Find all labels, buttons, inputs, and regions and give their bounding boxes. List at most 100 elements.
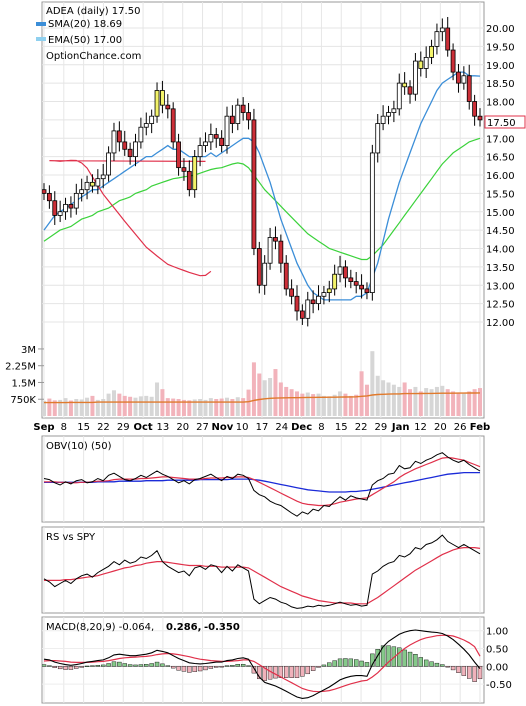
candle-body <box>461 75 467 84</box>
volume-bar <box>472 389 477 416</box>
obv-title: OBV(10) (50) <box>46 441 112 452</box>
volume-bar <box>445 389 450 416</box>
macd-hist-bar <box>300 666 305 677</box>
price-xtick-label: 27 <box>196 422 209 433</box>
candle-body <box>235 104 241 124</box>
macd-signal-line <box>43 634 481 693</box>
price-ytick-label: 14.50 <box>486 226 515 237</box>
volume-bar <box>311 394 316 416</box>
volume-bar <box>42 400 46 416</box>
price-xtick-label: Oct <box>133 422 152 433</box>
macd-panel-frame <box>41 616 485 704</box>
macd-hist-bar <box>144 664 149 667</box>
volume-bar <box>461 393 466 416</box>
volume-bar <box>95 399 100 416</box>
macd-hist-bar <box>74 666 79 669</box>
macd-hist-bar <box>154 661 160 667</box>
price-xtick-label: 26 <box>454 422 467 433</box>
candles-layer <box>42 16 483 327</box>
macd-line <box>43 629 481 699</box>
macd-hist-bar <box>230 665 235 667</box>
volume-bar <box>305 392 310 416</box>
volume-bar <box>456 392 461 416</box>
volume-bar <box>85 397 90 416</box>
candle-body <box>278 240 284 264</box>
candle-body <box>213 134 219 139</box>
volume-bar <box>171 398 176 416</box>
candle-body <box>418 60 424 69</box>
vol-ytick-label: 3M <box>21 345 36 356</box>
volume-bar <box>429 389 434 416</box>
candle-body <box>68 203 74 209</box>
candle-body <box>316 295 321 305</box>
price-ma-layer <box>43 71 481 301</box>
volume-bar <box>79 399 84 416</box>
volume-bar <box>133 397 138 416</box>
candle-body <box>149 115 155 124</box>
macd-hist-bar <box>337 658 343 667</box>
macd-hist-bar <box>472 666 477 682</box>
macd-hist-bar <box>467 666 472 679</box>
macd-hist-bar <box>214 666 219 668</box>
macd-hist-bar <box>160 663 165 667</box>
macd-hist-bar <box>477 666 483 680</box>
macd-hist-bar <box>127 664 133 667</box>
candle-body <box>472 101 478 117</box>
macd-hist-bar <box>445 666 450 668</box>
volume-bar <box>289 389 294 416</box>
macd-hist-bar <box>273 666 278 679</box>
price-xtick-label: 20 <box>176 422 189 433</box>
price-xtick-label: 22 <box>97 422 110 433</box>
price-ytick-label: 16.50 <box>486 153 515 164</box>
volume-bar <box>402 382 407 416</box>
macd-hist-bar <box>397 647 402 667</box>
candle-body <box>46 192 52 202</box>
price-xtick-label: 20 <box>434 422 447 433</box>
macd-hist-bar <box>294 666 300 678</box>
ema-legend-label: EMA(50) 17.00 <box>48 35 122 46</box>
macd-hist-bar <box>246 665 251 667</box>
candle-body <box>111 130 117 154</box>
candle-body <box>353 281 359 286</box>
macd-hist-bar <box>133 664 138 667</box>
macd-legend: MACD(8,20,9) -0.064, 0.286, -0.350 <box>46 622 240 633</box>
volume-bar <box>413 386 418 416</box>
macd-hist-bar <box>450 666 456 671</box>
candle-body <box>466 75 472 102</box>
candle-body <box>337 266 343 275</box>
price-xtick-label: Dec <box>291 422 312 433</box>
candle-body <box>84 181 90 191</box>
candle-body <box>90 181 95 187</box>
candle-body <box>321 292 327 297</box>
rs-panel-frame <box>41 526 485 614</box>
macd-hist-bar <box>348 658 354 667</box>
volume-bar <box>192 399 197 416</box>
candle-body <box>63 203 68 213</box>
macd-signal-value: 0.286, <box>166 622 201 633</box>
candle-body <box>262 262 268 286</box>
macd-hist-bar <box>181 666 187 672</box>
price-xtick-label: 13 <box>157 422 170 433</box>
candle-body <box>294 295 300 312</box>
rs-title: RS vs SPY <box>46 532 96 543</box>
price-ytick-label: 15.50 <box>486 189 515 200</box>
price-xtick-label: 29 <box>375 422 388 433</box>
volume-bar <box>381 380 386 416</box>
volume-bar <box>138 396 143 416</box>
candle-body <box>391 108 397 113</box>
candle-body <box>359 284 364 290</box>
candle-body <box>423 57 429 69</box>
candle-body <box>289 288 295 297</box>
macd-hist-bar <box>63 666 68 670</box>
candle-body <box>267 237 273 264</box>
volume-bar <box>359 371 364 416</box>
price-xtick-label: 12 <box>414 422 427 433</box>
candle-body <box>299 310 305 319</box>
price-xtick-label: 8 <box>318 422 324 433</box>
macd-hist-bar <box>386 645 391 667</box>
volume-bar <box>187 400 192 416</box>
macd-hist-bar <box>47 665 52 667</box>
volume-layer <box>42 351 482 416</box>
volume-bar <box>418 391 423 416</box>
